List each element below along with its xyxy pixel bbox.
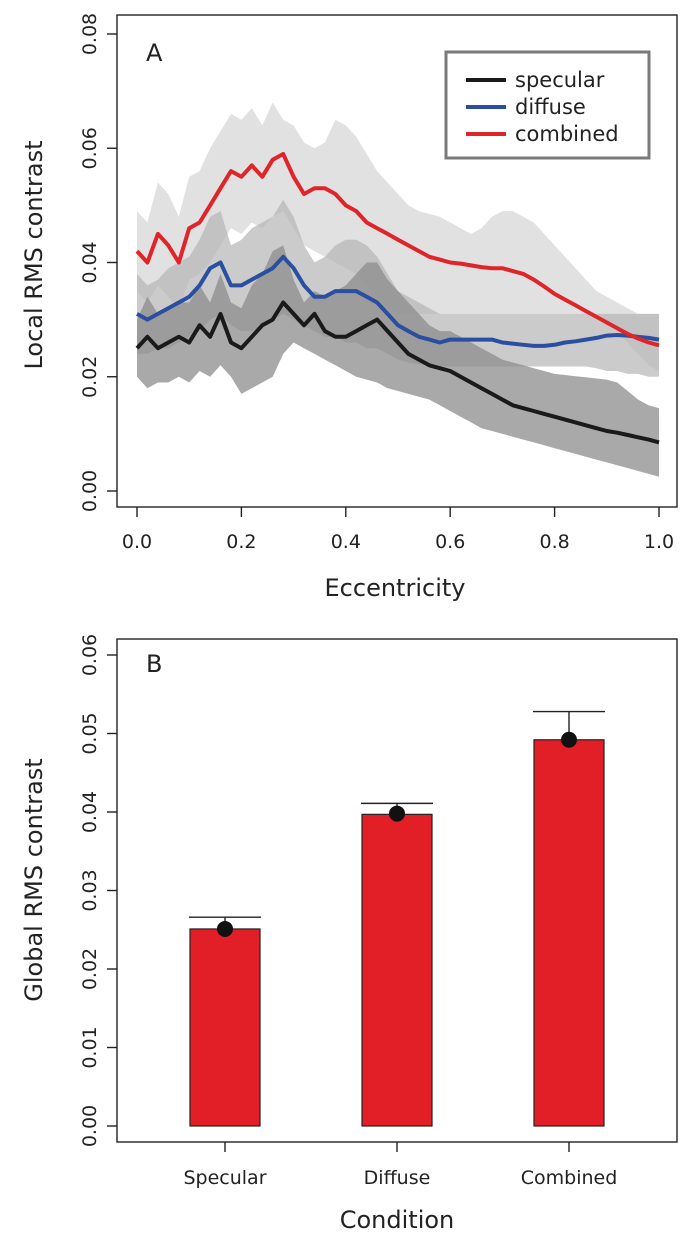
- x-tick-label: 1.0: [644, 531, 674, 553]
- band-specular: [137, 245, 659, 477]
- x-tick-label: 0.4: [331, 531, 361, 553]
- panel-label-b: B: [146, 650, 162, 678]
- line-specular: [135, 300, 660, 445]
- plot-frame-a: [116, 14, 678, 508]
- y-axis-a: 0.00 0.02 0.04 0.06 0.08: [79, 13, 117, 512]
- legend-box: [444, 50, 651, 160]
- legend: specular diffuse combined: [444, 50, 651, 160]
- y-tick-label: 0.06: [79, 634, 101, 676]
- bar-combined: [533, 739, 605, 1127]
- panel-a-line-chart: 0.000.020.040.060.08 0.0 0.2 0.4 0.6 0.8 1.0 …: [20, 13, 678, 602]
- y-tick-label: 0.05: [79, 712, 101, 754]
- legend-label-combined: combined: [515, 122, 619, 146]
- y-tick-label: 0.01: [79, 1026, 101, 1068]
- x-axis-a: 0.0 0.2 0.4 0.6 0.8 1.0: [122, 507, 674, 553]
- y-axis-b: 0.00 0.01 0.02 0.03 0.04 0.05 0.06: [79, 634, 117, 1147]
- series-lines: [135, 152, 660, 445]
- y-axis-title-b: Global RMS contrast: [20, 758, 48, 1001]
- y-tick-label: 0.02: [79, 356, 101, 398]
- x-tick-label: 0.6: [435, 531, 465, 553]
- y-tick-label: 0.03: [79, 869, 101, 911]
- bar-specular: [189, 928, 261, 1127]
- x-tick-label: 0.8: [539, 531, 569, 553]
- panel-b-bar-chart: 0.00 0.01 0.02 0.03 0.04 0.05 0.06 Specular Dif…: [20, 634, 678, 1234]
- panel-label-a: A: [146, 39, 163, 67]
- y-tick-label: 0.06: [79, 127, 101, 169]
- point-specular: [217, 920, 233, 937]
- y-tick-label: 0.04: [79, 241, 101, 283]
- bars: [189, 710, 605, 1127]
- point-diffuse: [389, 805, 405, 822]
- x-tick-label: Diffuse: [364, 1167, 431, 1189]
- y-tick-label: 0.00: [79, 470, 101, 512]
- y-tick-label: 0.00: [79, 1105, 101, 1147]
- line-diffuse: [136, 254, 660, 348]
- x-tick-label: 0.0: [122, 531, 152, 553]
- y-axis-title-a: Local RMS contrast: [20, 140, 48, 369]
- x-axis-title-b: Condition: [340, 1206, 455, 1234]
- line-combined: [135, 152, 660, 348]
- x-tick-label: 0.2: [226, 531, 256, 553]
- y-tick-label: 0.02: [79, 948, 101, 990]
- point-combined: [561, 731, 577, 748]
- x-axis-b: Specular Diffuse Combined: [183, 1142, 617, 1189]
- y-tick-label: 0.08: [79, 13, 101, 55]
- x-axis-title-a: Eccentricity: [325, 574, 466, 602]
- bar-diffuse: [361, 813, 433, 1127]
- legend-label-specular: specular: [515, 68, 605, 92]
- legend-label-diffuse: diffuse: [515, 95, 586, 119]
- x-tick-label: Combined: [521, 1167, 618, 1189]
- band-diffuse: [137, 199, 659, 377]
- x-tick-label: Specular: [183, 1167, 266, 1189]
- y-tick-label: 0.04: [79, 791, 101, 833]
